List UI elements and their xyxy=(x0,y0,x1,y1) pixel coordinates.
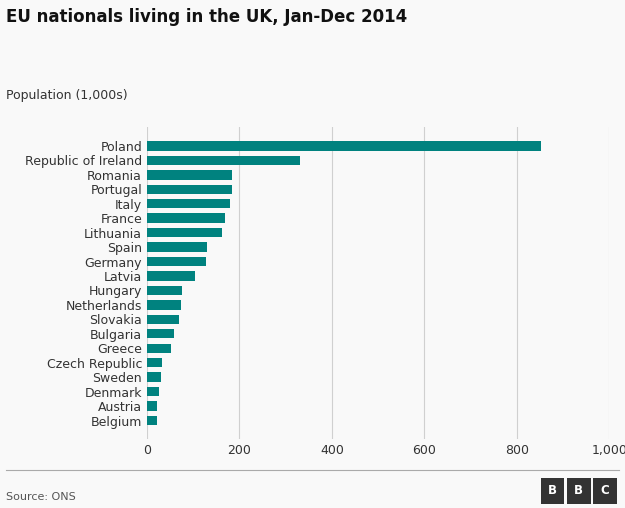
Bar xyxy=(147,416,157,425)
Bar xyxy=(147,184,231,194)
Bar xyxy=(147,155,301,165)
Bar xyxy=(147,271,194,281)
Text: B: B xyxy=(548,484,557,497)
Bar xyxy=(147,300,181,309)
Bar xyxy=(147,343,171,353)
Text: EU nationals living in the UK, Jan-Dec 2014: EU nationals living in the UK, Jan-Dec 2… xyxy=(6,8,408,25)
Bar xyxy=(147,141,541,150)
Text: Population (1,000s): Population (1,000s) xyxy=(6,89,128,102)
Bar xyxy=(147,242,207,252)
Bar xyxy=(147,358,162,367)
Text: Source: ONS: Source: ONS xyxy=(6,492,76,502)
Bar xyxy=(147,228,222,237)
Bar xyxy=(147,199,230,208)
Bar xyxy=(147,285,182,295)
Bar xyxy=(147,372,161,382)
Bar xyxy=(147,257,206,266)
Bar xyxy=(147,387,159,396)
Text: C: C xyxy=(601,484,609,497)
Bar xyxy=(147,329,174,338)
Bar xyxy=(147,213,225,223)
Text: B: B xyxy=(574,484,583,497)
Bar xyxy=(147,314,179,324)
Bar xyxy=(147,401,157,411)
Bar xyxy=(147,170,232,179)
